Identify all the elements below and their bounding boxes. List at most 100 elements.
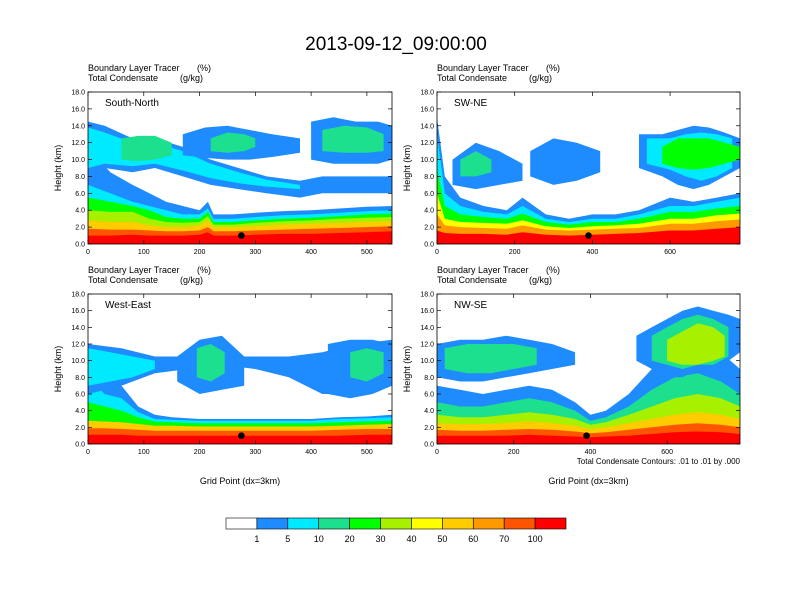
y-tick-label: 10.0 bbox=[420, 157, 434, 164]
y-tick-label: 8.0 bbox=[424, 174, 434, 181]
tracer-layer-level-3 bbox=[350, 348, 384, 382]
location-marker bbox=[238, 432, 245, 439]
panel-subtitle-2: Total Condensate bbox=[437, 73, 507, 83]
tracer-layer-level-3 bbox=[460, 151, 492, 177]
y-tick-label: 18.0 bbox=[420, 90, 434, 97]
y-tick-label: 12.0 bbox=[420, 342, 434, 349]
y-tick-label: 8.0 bbox=[75, 174, 85, 181]
y-tick-label: 16.0 bbox=[420, 106, 434, 113]
y-tick-label: 10.0 bbox=[71, 358, 85, 365]
y-axis-title: Height (km) bbox=[53, 346, 63, 393]
panel-subtitle-units: (%) bbox=[546, 63, 560, 73]
colorbar-label: 5 bbox=[285, 534, 290, 544]
colorbar-swatch bbox=[225, 517, 258, 530]
colorbar-swatch bbox=[256, 517, 289, 530]
panel-sw-ne: Boundary Layer Tracer (%) Total Condensate… bbox=[402, 63, 741, 256]
panel-subtitle-units: (%) bbox=[197, 265, 211, 275]
x-tick-label: 0 bbox=[86, 449, 90, 456]
colorbar-swatch bbox=[411, 517, 443, 530]
y-tick-label: 8.0 bbox=[75, 375, 85, 382]
tracer-field bbox=[88, 117, 392, 244]
contour-note: Total Condensate Contours: .01 to .01 by… bbox=[577, 457, 741, 466]
location-marker bbox=[583, 432, 590, 439]
y-tick-label: 16.0 bbox=[71, 308, 85, 315]
panel-label: SW-NE bbox=[454, 98, 487, 109]
colorbar-label: 10 bbox=[314, 534, 324, 544]
colorbar-swatch bbox=[349, 517, 381, 530]
colorbar-label: 30 bbox=[376, 534, 386, 544]
x-tick-label: 600 bbox=[661, 449, 673, 456]
colorbar-label: 50 bbox=[437, 534, 447, 544]
panel-subtitle: Boundary Layer Tracer bbox=[88, 265, 180, 275]
tracer-layer-level-1 bbox=[530, 138, 601, 185]
panel-frame bbox=[436, 91, 741, 245]
x-tick-label: 100 bbox=[138, 449, 150, 456]
tracer-layer-level-3 bbox=[322, 125, 384, 153]
y-axis-title: Height (km) bbox=[402, 145, 412, 192]
panel-subtitle: Boundary Layer Tracer bbox=[437, 265, 529, 275]
y-tick-label: 18.0 bbox=[420, 292, 434, 299]
panel-label: West-East bbox=[105, 300, 151, 311]
y-axis-title: Height (km) bbox=[53, 145, 63, 192]
x-tick-label: 600 bbox=[664, 249, 676, 256]
x-tick-label: 500 bbox=[361, 449, 373, 456]
tracer-layer-level-4 bbox=[662, 138, 740, 170]
figure-title: 2013-09-12_09:00:00 bbox=[305, 34, 487, 55]
y-tick-label: 0.0 bbox=[424, 242, 434, 249]
location-marker bbox=[585, 232, 592, 239]
x-tick-label: 0 bbox=[435, 249, 439, 256]
y-tick-label: 16.0 bbox=[420, 308, 434, 315]
panel-frame bbox=[436, 293, 741, 445]
colorbar: 1 5 10 20 30 40 50 60 70 100 bbox=[225, 517, 567, 544]
y-tick-label: 12.0 bbox=[71, 342, 85, 349]
x-tick-label: 400 bbox=[305, 449, 317, 456]
panel-frame bbox=[87, 91, 393, 245]
colorbar-swatch bbox=[503, 517, 536, 530]
tracer-field bbox=[437, 306, 740, 444]
y-tick-label: 14.0 bbox=[420, 325, 434, 332]
panel-subtitle-2-units: (g/kg) bbox=[180, 275, 203, 285]
x-tick-label: 300 bbox=[249, 249, 261, 256]
y-tick-label: 14.0 bbox=[71, 123, 85, 130]
colorbar-swatch bbox=[318, 517, 350, 530]
colorbar-swatch bbox=[287, 517, 320, 530]
panel-subtitle-2-units: (g/kg) bbox=[180, 73, 203, 83]
y-tick-label: 14.0 bbox=[71, 325, 85, 332]
y-tick-label: 8.0 bbox=[424, 375, 434, 382]
tracer-layer-level-3 bbox=[444, 344, 537, 374]
y-tick-label: 6.0 bbox=[75, 392, 85, 399]
y-tick-label: 6.0 bbox=[424, 191, 434, 198]
colorbar-label: 70 bbox=[499, 534, 509, 544]
panel-nw-se: Boundary Layer Tracer (%) Total Condensate… bbox=[402, 265, 741, 486]
y-tick-label: 2.0 bbox=[75, 425, 85, 432]
panel-label: NW-SE bbox=[454, 300, 487, 311]
colorbar-label: 100 bbox=[528, 534, 543, 544]
panel-subtitle-units: (%) bbox=[546, 265, 560, 275]
y-tick-label: 18.0 bbox=[71, 292, 85, 299]
panel-subtitle-2: Total Condensate bbox=[437, 275, 507, 285]
y-tick-label: 0.0 bbox=[75, 242, 85, 249]
y-tick-label: 10.0 bbox=[420, 358, 434, 365]
y-tick-label: 2.0 bbox=[75, 225, 85, 232]
x-tick-label: 400 bbox=[587, 249, 599, 256]
y-tick-label: 18.0 bbox=[71, 90, 85, 97]
x-tick-label: 200 bbox=[194, 249, 206, 256]
colorbar-label: 40 bbox=[406, 534, 416, 544]
tracer-layer-level-1 bbox=[88, 121, 392, 198]
x-axis-title: Grid Point (dx=3km) bbox=[200, 476, 280, 486]
x-tick-label: 100 bbox=[138, 249, 150, 256]
y-tick-label: 0.0 bbox=[424, 442, 434, 449]
tracer-field bbox=[88, 335, 392, 444]
tracer-layer-level-5 bbox=[667, 323, 725, 365]
panel-frame bbox=[87, 293, 393, 445]
colorbar-swatch bbox=[472, 517, 505, 530]
y-tick-label: 14.0 bbox=[420, 123, 434, 130]
location-marker bbox=[238, 232, 245, 239]
y-tick-label: 4.0 bbox=[424, 208, 434, 215]
panel-subtitle-2: Total Condensate bbox=[88, 275, 158, 285]
x-tick-label: 200 bbox=[194, 449, 206, 456]
x-tick-label: 0 bbox=[86, 249, 90, 256]
panel-subtitle: Boundary Layer Tracer bbox=[88, 63, 180, 73]
tracer-layer-level-2 bbox=[88, 348, 155, 386]
y-axis-title: Height (km) bbox=[402, 346, 412, 393]
